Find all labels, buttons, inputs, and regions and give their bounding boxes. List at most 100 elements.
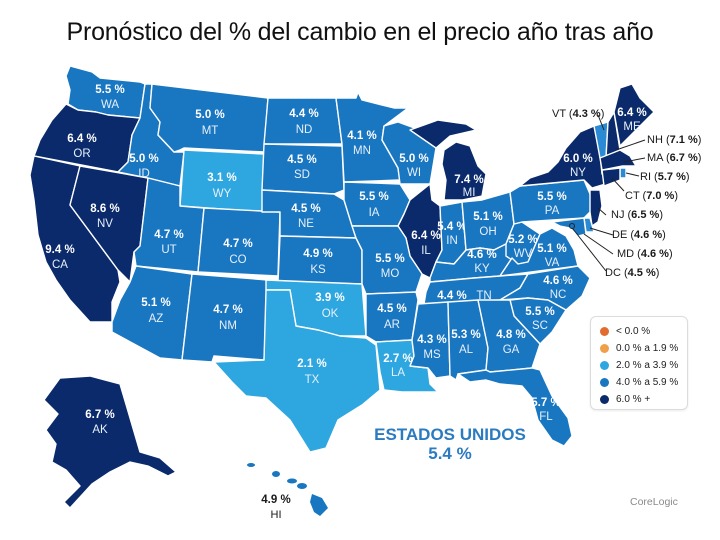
state-tn: 4.4 % TN [423, 273, 529, 305]
national-label: ESTADOS UNIDOS [374, 425, 526, 444]
legend-item: 0.0 % a 1.9 % [600, 341, 687, 356]
svg-text:5.0 %: 5.0 % [129, 153, 158, 165]
callout-de: DE (4.6 %) [612, 229, 666, 241]
state-ak: 6.7 % AK [43, 375, 177, 509]
state-va: 5.1 % VA [499, 227, 579, 277]
svg-text:NC: NC [550, 289, 567, 301]
svg-text:5.5 %: 5.5 % [537, 191, 566, 203]
svg-text:ME: ME [623, 121, 641, 133]
dc-marker [569, 223, 575, 229]
state-pa: 5.5 % PA [509, 179, 593, 225]
state-or: 6.4 % OR [33, 103, 141, 173]
svg-text:NV: NV [97, 218, 113, 230]
svg-text:5.2 %: 5.2 % [508, 234, 537, 246]
svg-text:FL: FL [539, 411, 553, 423]
svg-text:IN: IN [446, 235, 458, 247]
svg-text:WA: WA [101, 99, 119, 111]
svg-text:MS: MS [423, 349, 441, 361]
svg-text:5.1 %: 5.1 % [141, 297, 170, 309]
legend-item: 4.0 % a 5.9 % [600, 375, 687, 390]
callout-dc: DC (4.5 %) [605, 267, 659, 279]
svg-text:4.1 %: 4.1 % [347, 130, 376, 142]
state-la: 2.7 % LA [375, 339, 439, 393]
svg-text:PA: PA [545, 205, 560, 217]
svg-text:5.0 %: 5.0 % [399, 153, 428, 165]
svg-text:4.5 %: 4.5 % [291, 203, 320, 215]
svg-text:MT: MT [202, 125, 219, 137]
state-mt: 5.0 % MT [149, 83, 269, 153]
svg-text:OK: OK [322, 308, 339, 320]
svg-text:6.0 %: 6.0 % [563, 153, 592, 165]
state-nj [589, 189, 603, 227]
legend-label: 6.0 % + [616, 394, 651, 405]
svg-text:5.5 %: 5.5 % [95, 84, 124, 96]
svg-text:NM: NM [219, 320, 237, 332]
svg-text:OH: OH [479, 226, 496, 238]
svg-text:WI: WI [407, 167, 421, 179]
svg-text:6.4 %: 6.4 % [411, 230, 440, 242]
svg-text:4.7 %: 4.7 % [213, 304, 242, 316]
svg-text:4.7 %: 4.7 % [154, 229, 183, 241]
svg-text:AZ: AZ [149, 313, 164, 325]
state-hi: 4.9 % HI [247, 463, 328, 521]
svg-text:CA: CA [52, 259, 68, 271]
svg-text:GA: GA [503, 344, 520, 356]
svg-text:VA: VA [545, 257, 560, 269]
svg-text:5.5 %: 5.5 % [375, 253, 404, 265]
callout-nj: NJ (6.5 %) [611, 209, 663, 221]
state-sc: 5.5 % SC [509, 297, 567, 345]
svg-text:AR: AR [384, 319, 400, 331]
state-mn: 4.1 % MN [335, 91, 409, 183]
legend-item: 6.0 % + [600, 392, 687, 407]
svg-text:4.6 %: 4.6 % [467, 249, 496, 261]
national-value: 5.4 % [428, 444, 472, 463]
state-ia: 5.5 % IA [343, 181, 411, 227]
state-nm: 4.7 % NM [181, 273, 269, 363]
state-wy: 3.1 % WY [179, 149, 265, 213]
svg-text:4.9 %: 4.9 % [303, 248, 332, 260]
svg-text:KY: KY [474, 263, 490, 275]
callout-vt: VT (4.3 %) [552, 108, 604, 120]
callout-ma: MA (6.7 %) [647, 152, 701, 164]
svg-text:CO: CO [229, 254, 246, 266]
svg-text:4.8 %: 4.8 % [496, 329, 525, 341]
svg-text:8.6 %: 8.6 % [90, 203, 119, 215]
state-fl: 5.7 % FL [457, 367, 573, 447]
svg-text:5.1 %: 5.1 % [473, 211, 502, 223]
svg-text:NE: NE [298, 218, 314, 230]
callout-md: MD (4.6 %) [617, 248, 673, 260]
svg-text:UT: UT [161, 244, 176, 256]
state-ar: 4.5 % AR [365, 291, 419, 343]
svg-text:6.4 %: 6.4 % [617, 107, 646, 119]
svg-text:MO: MO [381, 268, 400, 280]
svg-text:IA: IA [369, 207, 380, 219]
state-me: 6.4 % ME [613, 83, 655, 147]
svg-text:6.7 %: 6.7 % [85, 409, 114, 421]
svg-text:5.7 %: 5.7 % [531, 397, 560, 409]
state-ky: 4.6 % KY [429, 243, 513, 283]
svg-text:ID: ID [138, 168, 150, 180]
svg-text:5.3 %: 5.3 % [451, 329, 480, 341]
legend-swatch-icon [600, 344, 609, 353]
svg-text:MI: MI [463, 187, 476, 199]
svg-text:4.6 %: 4.6 % [543, 275, 572, 287]
legend-item: < 0.0 % [600, 324, 687, 339]
state-mi: 7.4 % MI [409, 119, 487, 201]
svg-text:3.9 %: 3.9 % [315, 292, 344, 304]
svg-text:HI: HI [271, 509, 282, 521]
callout-nh: NH (7.1 %) [647, 134, 701, 146]
svg-text:LA: LA [391, 367, 405, 379]
svg-text:6.4 %: 6.4 % [67, 133, 96, 145]
state-co: 4.7 % CO [197, 207, 281, 277]
state-az: 5.1 % AZ [111, 265, 193, 361]
svg-text:ND: ND [296, 124, 313, 136]
legend-item: 2.0 % a 3.9 % [600, 358, 687, 373]
map-legend: < 0.0 % 0.0 % a 1.9 % 2.0 % a 3.9 % 4.0 … [590, 316, 688, 410]
state-nd: 4.4 % ND [263, 97, 343, 145]
callout-ri: RI (5.7 %) [640, 171, 690, 183]
svg-text:MN: MN [353, 145, 371, 157]
svg-text:5.5 %: 5.5 % [525, 306, 554, 318]
legend-swatch-icon [600, 361, 609, 370]
state-mo: 5.5 % MO [351, 225, 423, 295]
